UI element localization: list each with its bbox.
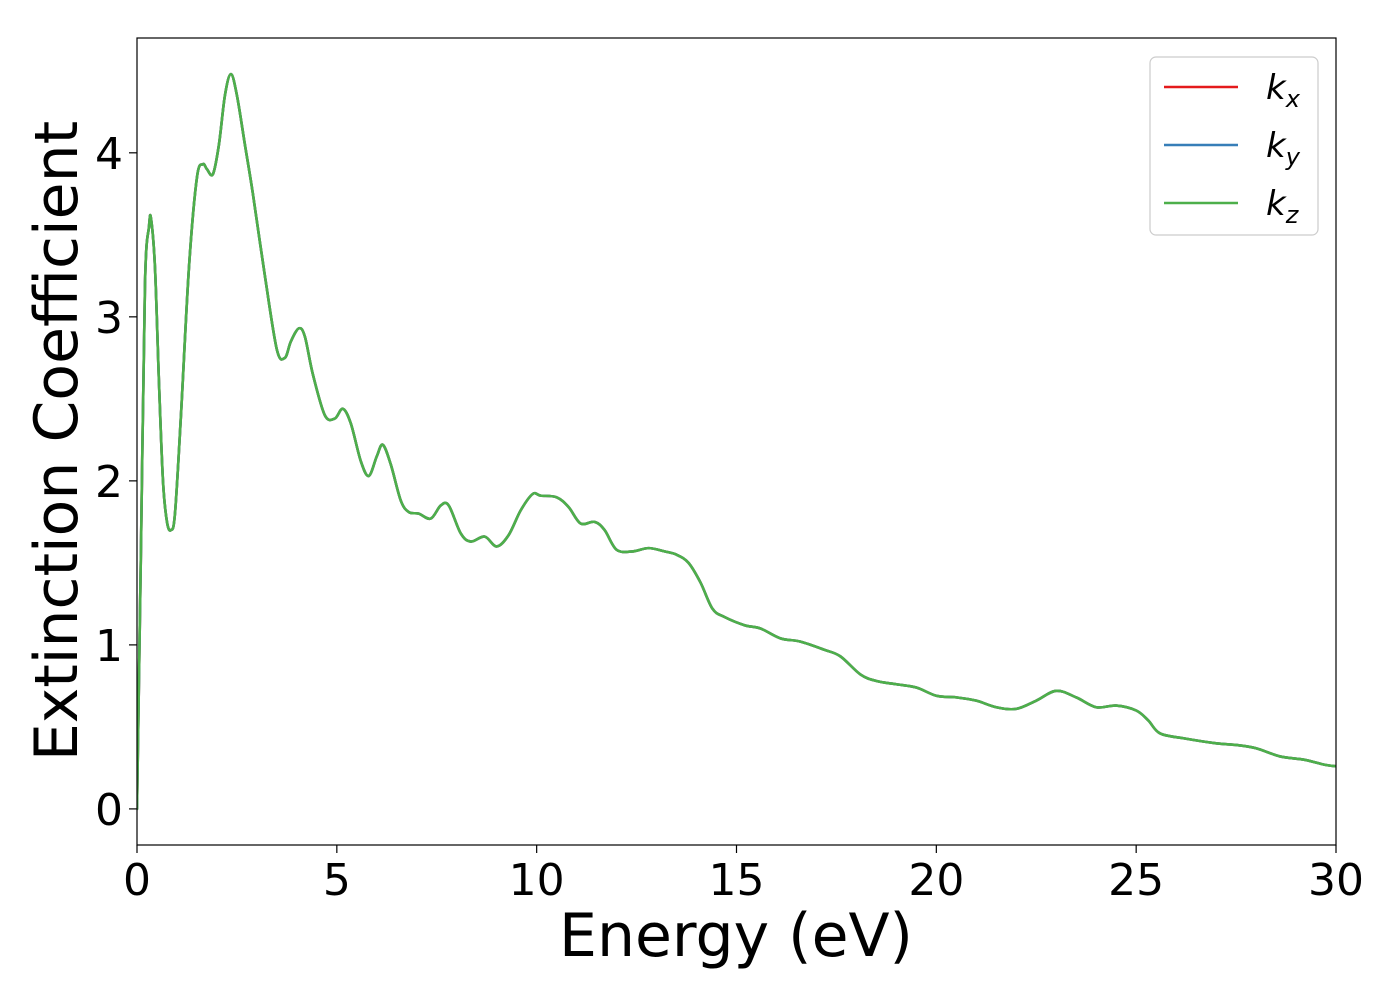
y-tick-label: 2 bbox=[95, 457, 123, 508]
x-axis-title: Energy (eV) bbox=[559, 901, 913, 971]
legend-subscript: x bbox=[1285, 85, 1301, 113]
y-tick-label: 0 bbox=[95, 785, 123, 836]
legend-symbol: k bbox=[1266, 68, 1287, 108]
x-tick-label: 15 bbox=[709, 855, 765, 906]
y-axis-ticks: 0 1 2 3 4 bbox=[95, 129, 137, 836]
y-tick-label: 3 bbox=[95, 293, 123, 344]
x-axis-ticks: 0 5 10 15 20 25 30 bbox=[123, 845, 1364, 906]
x-tick-label: 30 bbox=[1308, 855, 1364, 906]
series-layer bbox=[137, 72, 1336, 811]
legend-subscript: z bbox=[1285, 201, 1300, 229]
x-tick-label: 0 bbox=[123, 855, 151, 906]
x-tick-label: 10 bbox=[509, 855, 565, 906]
y-tick-label: 4 bbox=[95, 129, 123, 180]
legend-symbol: k bbox=[1266, 184, 1287, 224]
legend-label: kx bbox=[1266, 68, 1301, 113]
y-tick-label: 1 bbox=[95, 621, 123, 672]
legend-label: kz bbox=[1266, 184, 1300, 229]
legend-subscript: y bbox=[1285, 143, 1301, 171]
x-tick-label: 25 bbox=[1108, 855, 1164, 906]
x-tick-label: 5 bbox=[323, 855, 351, 906]
x-tick-label: 20 bbox=[908, 855, 964, 906]
series-line-kz bbox=[137, 72, 1336, 811]
y-axis-title: Extinction Coefficient bbox=[22, 121, 92, 761]
legend-label: ky bbox=[1266, 126, 1301, 171]
legend-symbol: k bbox=[1266, 126, 1287, 166]
